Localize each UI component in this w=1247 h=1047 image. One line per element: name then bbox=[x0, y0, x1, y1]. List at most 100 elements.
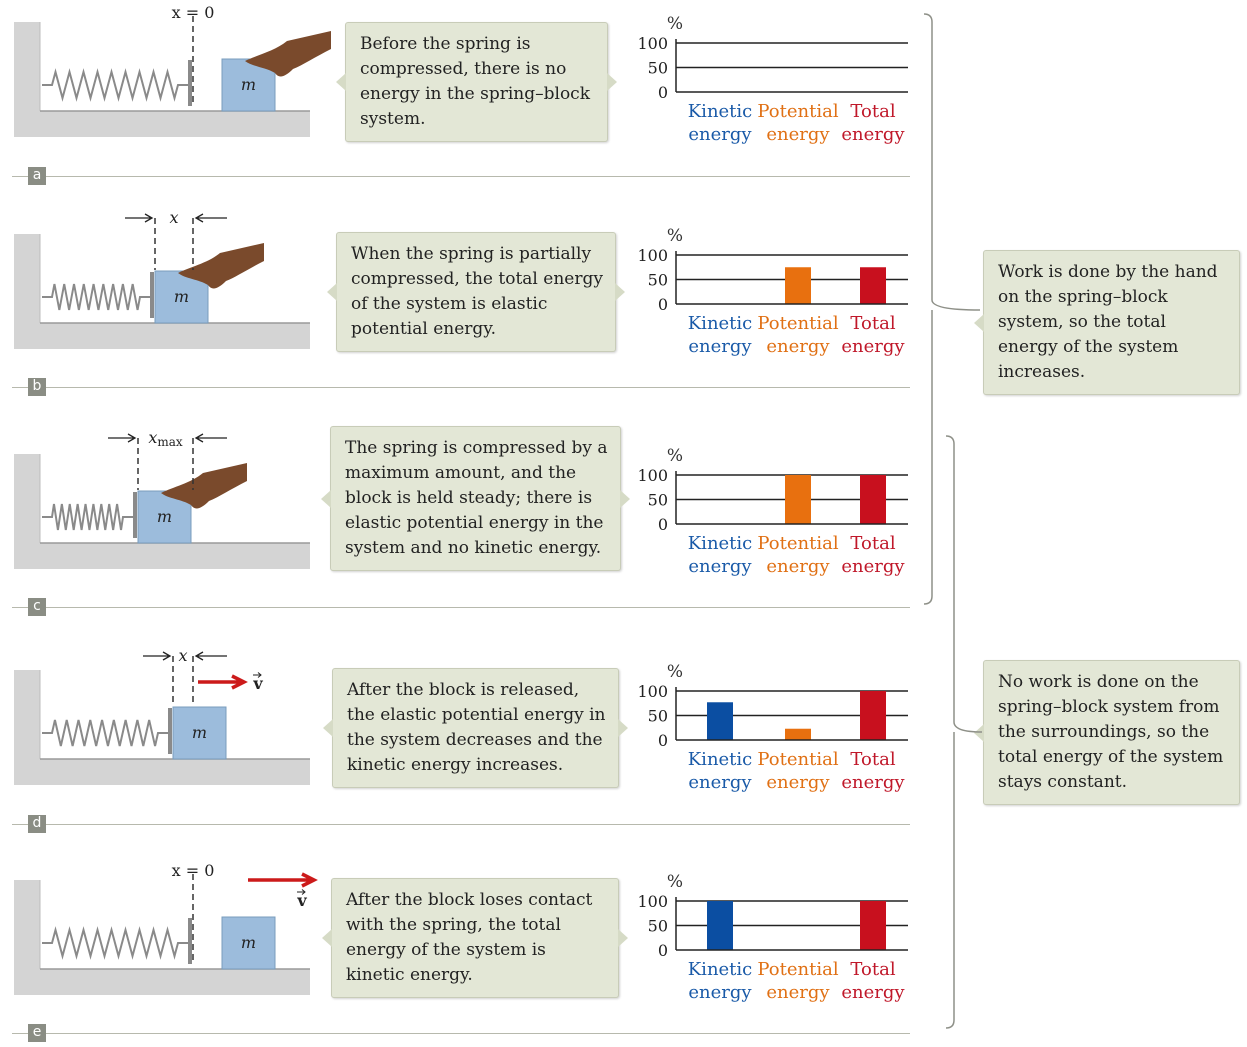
floor bbox=[14, 543, 310, 569]
panel-divider bbox=[12, 387, 910, 388]
floor bbox=[14, 969, 310, 995]
panel-letter: d bbox=[28, 815, 46, 833]
panel-divider bbox=[12, 607, 910, 608]
panel-letter: a bbox=[28, 167, 46, 185]
summary-no-work: No work is done on the spring–block syst… bbox=[974, 660, 1240, 805]
tick-label: 100 bbox=[637, 682, 668, 701]
category-label: energy bbox=[766, 556, 830, 577]
caption-text: After the block loses contact with the s… bbox=[346, 890, 593, 985]
category-label: Total bbox=[850, 313, 895, 334]
category-label: Total bbox=[850, 101, 895, 122]
block-mass-label: m bbox=[174, 287, 189, 306]
axis-unit-label: % bbox=[667, 14, 683, 34]
bar-total bbox=[860, 475, 886, 524]
axis-unit-label: % bbox=[667, 872, 683, 892]
category-label: energy bbox=[841, 556, 905, 577]
spring-block-scene: m xmax bbox=[0, 428, 330, 602]
spring-block-scene: m x = 0 bbox=[0, 0, 331, 170]
scene-drawing: m x = 0 bbox=[14, 3, 331, 137]
displacement-label: x bbox=[178, 646, 187, 665]
category-label: Kinetic bbox=[688, 533, 753, 554]
velocity-label: v bbox=[296, 891, 307, 910]
panel-caption: The spring is compressed by a maximum am… bbox=[321, 426, 630, 571]
vector-arrow-icon bbox=[297, 889, 306, 895]
tick-label: 0 bbox=[658, 941, 668, 960]
tick-label: 50 bbox=[648, 59, 668, 78]
chart-svg: %100500KineticenergyPotentialenergyTotal… bbox=[637, 14, 908, 145]
dimension-arrow-left bbox=[143, 651, 172, 661]
spring bbox=[42, 283, 152, 311]
tick-label: 0 bbox=[658, 295, 668, 314]
tick-label: 100 bbox=[637, 466, 668, 485]
block-mass-label: m bbox=[241, 75, 256, 94]
brace-work bbox=[923, 13, 981, 605]
callout-pointer bbox=[321, 489, 331, 508]
equilibrium-label: x = 0 bbox=[172, 3, 215, 22]
panel-letter: b bbox=[28, 378, 46, 396]
block bbox=[172, 706, 227, 760]
velocity-arrow bbox=[198, 674, 248, 690]
category-label: Potential bbox=[757, 313, 838, 334]
caption-text: After the block is released, the elastic… bbox=[347, 680, 606, 775]
callout-pointer bbox=[322, 929, 332, 947]
displacement-label: xmax bbox=[148, 428, 183, 449]
spring-plate bbox=[188, 918, 192, 964]
energy-bar-chart: % 100 50 0 Kinetic energy Potential energy Total… bbox=[630, 658, 930, 828]
chart-svg: %100500KineticenergyPotentialenergyTotal… bbox=[637, 446, 908, 577]
bar-potential bbox=[785, 267, 811, 304]
bar-total bbox=[860, 901, 886, 950]
hand bbox=[245, 31, 331, 77]
callout-pointer bbox=[607, 73, 617, 91]
tick-label: 50 bbox=[648, 917, 668, 936]
panel-divider bbox=[12, 176, 910, 177]
floor bbox=[14, 759, 310, 785]
energy-bar-chart: % 100 50 0 Kinetic energy Potential energy Total… bbox=[630, 10, 930, 180]
category-label: Potential bbox=[757, 749, 838, 770]
chart-svg: %100500KineticenergyPotentialenergyTotal… bbox=[637, 226, 908, 357]
category-label: energy bbox=[688, 772, 752, 793]
callout-pointer bbox=[323, 719, 333, 737]
bar-total bbox=[860, 267, 886, 304]
bar-kinetic bbox=[707, 901, 733, 950]
hand bbox=[161, 463, 247, 509]
caption-text: The spring is compressed by a maximum am… bbox=[345, 438, 608, 558]
category-label: energy bbox=[766, 982, 830, 1003]
vector-arrow-icon bbox=[253, 672, 262, 678]
floor bbox=[14, 323, 310, 349]
bar-potential bbox=[785, 728, 811, 740]
category-label: energy bbox=[688, 556, 752, 577]
category-label: energy bbox=[766, 772, 830, 793]
spring-block-scene: m x v bbox=[0, 646, 330, 818]
spring bbox=[42, 719, 170, 747]
scene-drawing: mx bbox=[14, 208, 310, 349]
callout-pointer bbox=[974, 313, 984, 332]
category-label: Potential bbox=[757, 101, 838, 122]
category-label: energy bbox=[766, 124, 830, 145]
energy-bar-chart: % 100 50 0 Kinetic energy Potential energy Total… bbox=[630, 222, 930, 392]
category-label: energy bbox=[688, 124, 752, 145]
panel-caption: After the block is released, the elastic… bbox=[323, 668, 628, 788]
axis-unit-label: % bbox=[667, 446, 683, 466]
tick-label: 0 bbox=[658, 731, 668, 750]
dimension-arrow-right bbox=[194, 651, 227, 661]
scene-drawing: m x = 0 v bbox=[14, 861, 318, 995]
tick-label: 100 bbox=[637, 892, 668, 911]
summary-work-done: Work is done by the hand on the spring–b… bbox=[974, 250, 1240, 395]
callout-pointer bbox=[974, 723, 984, 742]
category-label: energy bbox=[766, 336, 830, 357]
category-label: Total bbox=[850, 533, 895, 554]
tick-label: 100 bbox=[637, 34, 668, 53]
tick-label: 0 bbox=[658, 515, 668, 534]
category-label: energy bbox=[841, 124, 905, 145]
scene-drawing: m x v bbox=[14, 646, 310, 785]
category-label: Potential bbox=[757, 959, 838, 980]
category-label: energy bbox=[841, 772, 905, 793]
dimension-arrow-right bbox=[194, 433, 227, 443]
energy-bar-chart: % 100 50 0 Kinetic energy Potential energy Total… bbox=[630, 868, 930, 1038]
dimension-arrow-left bbox=[125, 213, 154, 223]
panel-caption: After the block loses contact with the s… bbox=[322, 878, 628, 998]
tick-label: 50 bbox=[648, 271, 668, 290]
panel-letter: c bbox=[28, 598, 46, 616]
block-mass-label: m bbox=[192, 723, 207, 742]
